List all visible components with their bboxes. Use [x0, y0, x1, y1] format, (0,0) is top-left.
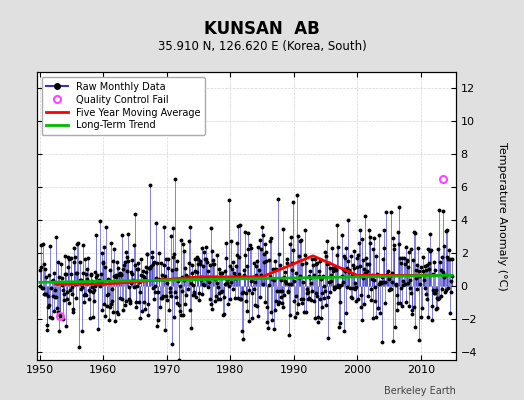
- Y-axis label: Temperature Anomaly (°C): Temperature Anomaly (°C): [497, 142, 507, 290]
- Text: Berkeley Earth: Berkeley Earth: [384, 386, 456, 396]
- Text: KUNSAN  AB: KUNSAN AB: [204, 20, 320, 38]
- Legend: Raw Monthly Data, Quality Control Fail, Five Year Moving Average, Long-Term Tren: Raw Monthly Data, Quality Control Fail, …: [41, 77, 205, 135]
- Text: 35.910 N, 126.620 E (Korea, South): 35.910 N, 126.620 E (Korea, South): [158, 40, 366, 53]
